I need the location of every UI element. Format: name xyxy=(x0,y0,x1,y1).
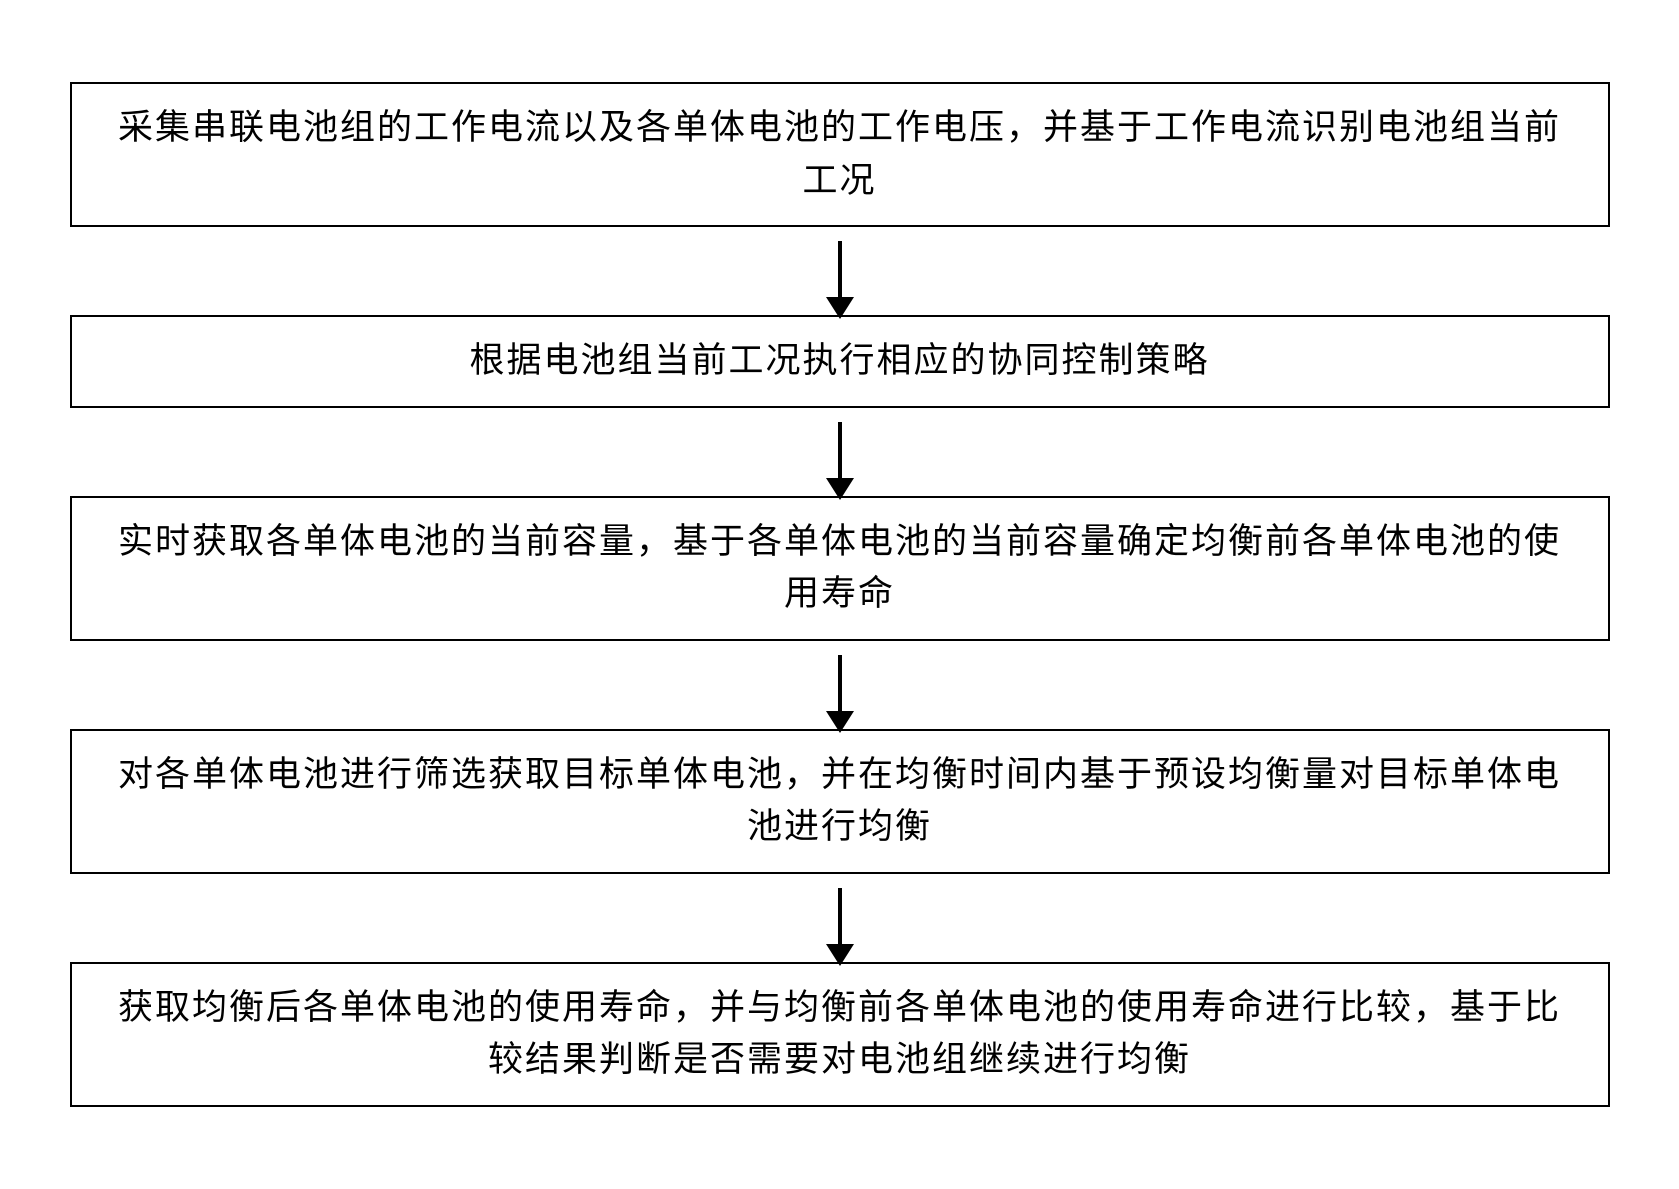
flowchart-step-3: 实时获取各单体电池的当前容量，基于各单体电池的当前容量确定均衡前各单体电池的使用… xyxy=(70,496,1610,641)
arrow-container xyxy=(838,227,842,315)
arrow-down-icon xyxy=(838,241,842,301)
flowchart-step-5: 获取均衡后各单体电池的使用寿命，并与均衡前各单体电池的使用寿命进行比较，基于比较… xyxy=(70,962,1610,1107)
flowchart-container: 采集串联电池组的工作电流以及各单体电池的工作电压，并基于工作电流识别电池组当前工… xyxy=(50,62,1630,1127)
arrow-container xyxy=(838,874,842,962)
arrow-container xyxy=(838,641,842,729)
step-text: 实时获取各单体电池的当前容量，基于各单体电池的当前容量确定均衡前各单体电池的使用… xyxy=(102,516,1578,621)
step-text: 对各单体电池进行筛选获取目标单体电池，并在均衡时间内基于预设均衡量对目标单体电池… xyxy=(102,749,1578,854)
arrow-down-icon xyxy=(838,888,842,948)
flowchart-step-1: 采集串联电池组的工作电流以及各单体电池的工作电压，并基于工作电流识别电池组当前工… xyxy=(70,82,1610,227)
flowchart-step-2: 根据电池组当前工况执行相应的协同控制策略 xyxy=(70,315,1610,408)
step-text: 获取均衡后各单体电池的使用寿命，并与均衡前各单体电池的使用寿命进行比较，基于比较… xyxy=(102,982,1578,1087)
arrow-container xyxy=(838,408,842,496)
arrow-down-icon xyxy=(838,422,842,482)
step-text: 采集串联电池组的工作电流以及各单体电池的工作电压，并基于工作电流识别电池组当前工… xyxy=(102,102,1578,207)
flowchart-step-4: 对各单体电池进行筛选获取目标单体电池，并在均衡时间内基于预设均衡量对目标单体电池… xyxy=(70,729,1610,874)
step-text: 根据电池组当前工况执行相应的协同控制策略 xyxy=(469,335,1209,388)
arrow-down-icon xyxy=(838,655,842,715)
